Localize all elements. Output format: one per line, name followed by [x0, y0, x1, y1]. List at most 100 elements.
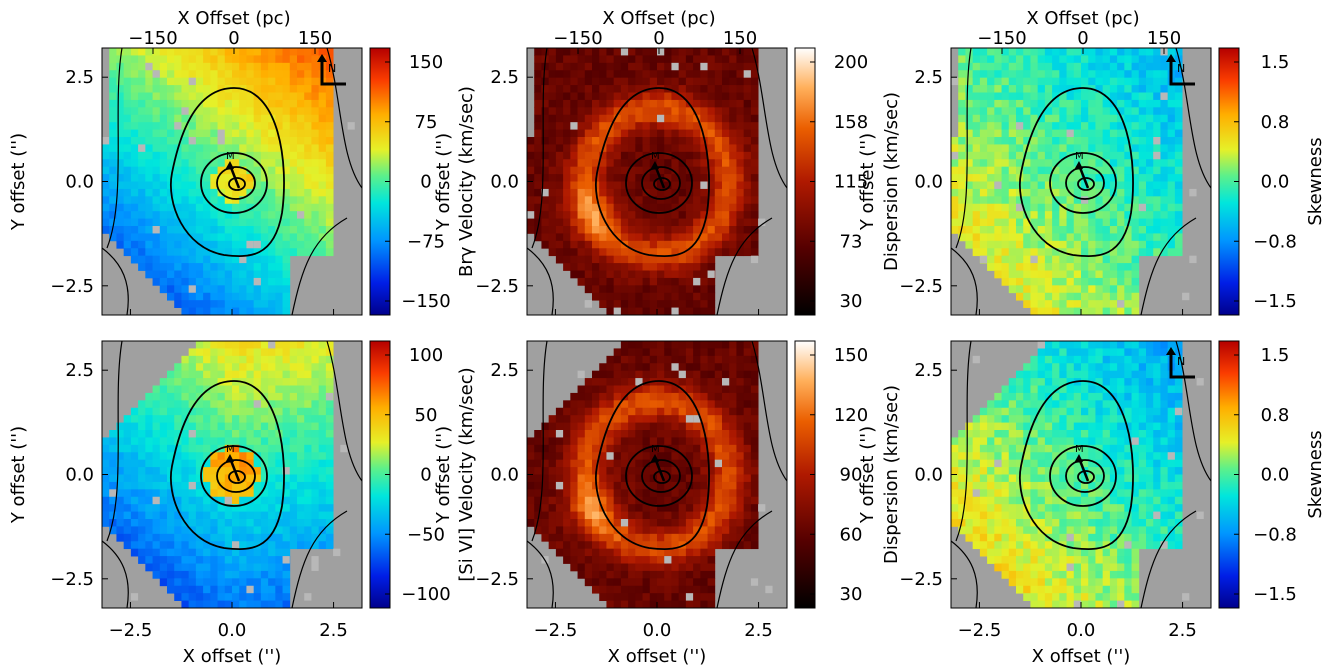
map-pixel — [195, 548, 204, 557]
map-pixel — [965, 211, 974, 219]
map-pixel — [693, 255, 701, 264]
map-pixel — [628, 218, 636, 227]
map-pixel — [152, 174, 161, 182]
map-pixel — [181, 92, 190, 101]
map-pixel — [994, 55, 1002, 64]
map-pixel — [613, 496, 622, 505]
map-pixel — [707, 144, 716, 153]
map-pixel — [195, 188, 204, 197]
map-pixel — [167, 196, 175, 205]
map-pixel — [1059, 48, 1067, 56]
map-pixel — [239, 370, 247, 379]
map-pixel — [678, 181, 687, 190]
map-pixel — [1008, 181, 1017, 190]
map-pixel — [138, 174, 146, 182]
map-pixel — [1008, 218, 1017, 227]
map-pixel — [152, 151, 161, 160]
map-pixel — [1030, 211, 1039, 219]
map-pixel — [548, 248, 557, 257]
map-pixel — [275, 444, 283, 453]
map-pixel — [620, 570, 629, 579]
map-pixel — [1124, 166, 1132, 175]
map-pixel — [1167, 114, 1176, 123]
map-pixel — [1066, 248, 1075, 257]
map-pixel — [282, 211, 291, 219]
map-pixel — [693, 467, 701, 475]
map-pixel — [599, 270, 607, 279]
map-pixel — [628, 370, 636, 379]
map-pixel — [152, 240, 161, 249]
map-pixel — [116, 70, 125, 79]
map-pixel — [592, 437, 600, 446]
map-pixel — [1016, 233, 1024, 242]
map-pixel — [239, 292, 247, 301]
map-pixel — [577, 437, 586, 446]
map-pixel — [613, 77, 622, 86]
map-pixel — [174, 174, 182, 182]
map-pixel — [714, 137, 723, 145]
map-pixel — [649, 270, 658, 279]
map-pixel — [642, 181, 651, 190]
map-pixel — [527, 481, 535, 490]
map-pixel — [620, 92, 629, 101]
map-pixel — [1124, 233, 1132, 242]
map-pixel — [678, 593, 687, 601]
map-pixel — [188, 48, 197, 56]
map-pixel — [570, 188, 578, 197]
map-pixel — [599, 489, 607, 498]
map-pixel — [1124, 226, 1132, 234]
map-pixel — [606, 211, 615, 219]
map-pixel — [282, 300, 291, 308]
map-pixel — [239, 62, 247, 71]
map-pixel — [994, 196, 1002, 205]
map-pixel — [642, 392, 651, 401]
map-pixel — [210, 233, 218, 242]
map-pixel — [253, 218, 262, 227]
map-pixel — [275, 181, 283, 190]
map-pixel — [152, 444, 161, 453]
map-pixel — [613, 585, 622, 594]
map-pixel — [138, 437, 146, 446]
map-pixel — [325, 452, 334, 461]
map-pixel — [195, 422, 204, 431]
map-pixel — [224, 240, 233, 249]
map-pixel — [138, 166, 146, 175]
map-pixel — [958, 55, 966, 64]
map-pixel — [678, 70, 687, 79]
map-pixel — [958, 203, 966, 212]
map-pixel — [664, 474, 672, 483]
map-pixel — [563, 85, 571, 93]
map-pixel — [649, 392, 658, 401]
map-pixel — [628, 556, 636, 564]
map-pixel — [1001, 240, 1010, 249]
map-pixel — [1131, 300, 1140, 308]
map-pixel — [1095, 174, 1104, 182]
map-pixel — [1001, 70, 1010, 79]
map-pixel — [217, 578, 226, 587]
map-pixel — [304, 233, 312, 242]
map-pixel — [1081, 85, 1089, 93]
map-pixel — [318, 211, 327, 219]
map-pixel — [972, 159, 981, 168]
map-pixel — [570, 55, 578, 64]
map-pixel — [584, 563, 593, 572]
map-pixel — [693, 77, 701, 86]
map-pixel — [606, 277, 615, 286]
bad-pixel — [758, 218, 766, 226]
map-pixel — [224, 385, 233, 394]
map-pixel — [282, 437, 291, 446]
map-pixel — [159, 188, 168, 197]
bad-pixel — [253, 400, 261, 408]
map-pixel — [253, 196, 262, 205]
map-pixel — [657, 285, 665, 294]
map-pixel — [577, 489, 586, 498]
map-pixel — [195, 385, 204, 394]
map-pixel — [325, 430, 334, 438]
map-pixel — [1095, 99, 1104, 108]
map-pixel — [181, 400, 190, 409]
map-pixel — [123, 437, 132, 446]
map-pixel — [592, 385, 600, 394]
map-pixel — [188, 452, 197, 461]
map-pixel — [1088, 211, 1096, 219]
map-pixel — [584, 122, 593, 130]
